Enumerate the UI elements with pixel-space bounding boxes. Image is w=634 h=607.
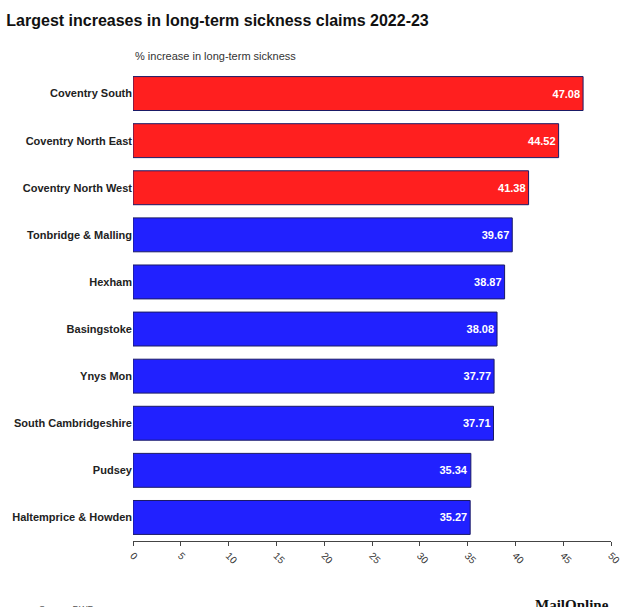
svg-text:50: 50 — [606, 550, 622, 566]
svg-text:37.71: 37.71 — [463, 417, 491, 429]
svg-text:Ynys Mon: Ynys Mon — [80, 370, 132, 382]
svg-text:Basingstoke: Basingstoke — [67, 323, 132, 335]
svg-text:Source: DWP: Source: DWP — [39, 604, 94, 607]
svg-text:South Cambridgeshire: South Cambridgeshire — [14, 417, 132, 429]
svg-text:5: 5 — [176, 550, 188, 562]
svg-text:47.08: 47.08 — [553, 88, 581, 100]
svg-text:38.87: 38.87 — [474, 276, 502, 288]
svg-text:25: 25 — [367, 550, 383, 566]
svg-text:35.27: 35.27 — [440, 511, 468, 523]
svg-text:Coventry South: Coventry South — [50, 87, 132, 99]
svg-text:Haltemprice & Howden: Haltemprice & Howden — [12, 511, 132, 523]
svg-text:Hexham: Hexham — [89, 276, 132, 288]
svg-text:45: 45 — [558, 550, 574, 566]
svg-text:Pudsey: Pudsey — [93, 464, 133, 476]
svg-text:44.52: 44.52 — [528, 135, 556, 147]
svg-text:41.38: 41.38 — [498, 182, 526, 194]
svg-text:39.67: 39.67 — [482, 229, 510, 241]
svg-text:35.34: 35.34 — [439, 464, 467, 476]
svg-text:30: 30 — [415, 550, 431, 566]
svg-text:MailOnline: MailOnline — [535, 597, 609, 607]
svg-text:40: 40 — [510, 550, 526, 566]
svg-text:35: 35 — [463, 550, 479, 566]
svg-text:10: 10 — [224, 550, 240, 566]
svg-text:0: 0 — [128, 550, 140, 562]
svg-text:37.77: 37.77 — [464, 370, 492, 382]
svg-text:20: 20 — [319, 550, 335, 566]
svg-text:Coventry North West: Coventry North West — [23, 182, 133, 194]
svg-text:Largest increases in long-term: Largest increases in long-term sickness … — [6, 12, 429, 29]
svg-text:Tonbridge & Malling: Tonbridge & Malling — [27, 229, 132, 241]
svg-text:Coventry North East: Coventry North East — [26, 135, 133, 147]
svg-text:15: 15 — [271, 550, 287, 566]
svg-text:38.08: 38.08 — [467, 323, 495, 335]
svg-text:% increase in long-term sickne: % increase in long-term sickness — [135, 50, 296, 62]
